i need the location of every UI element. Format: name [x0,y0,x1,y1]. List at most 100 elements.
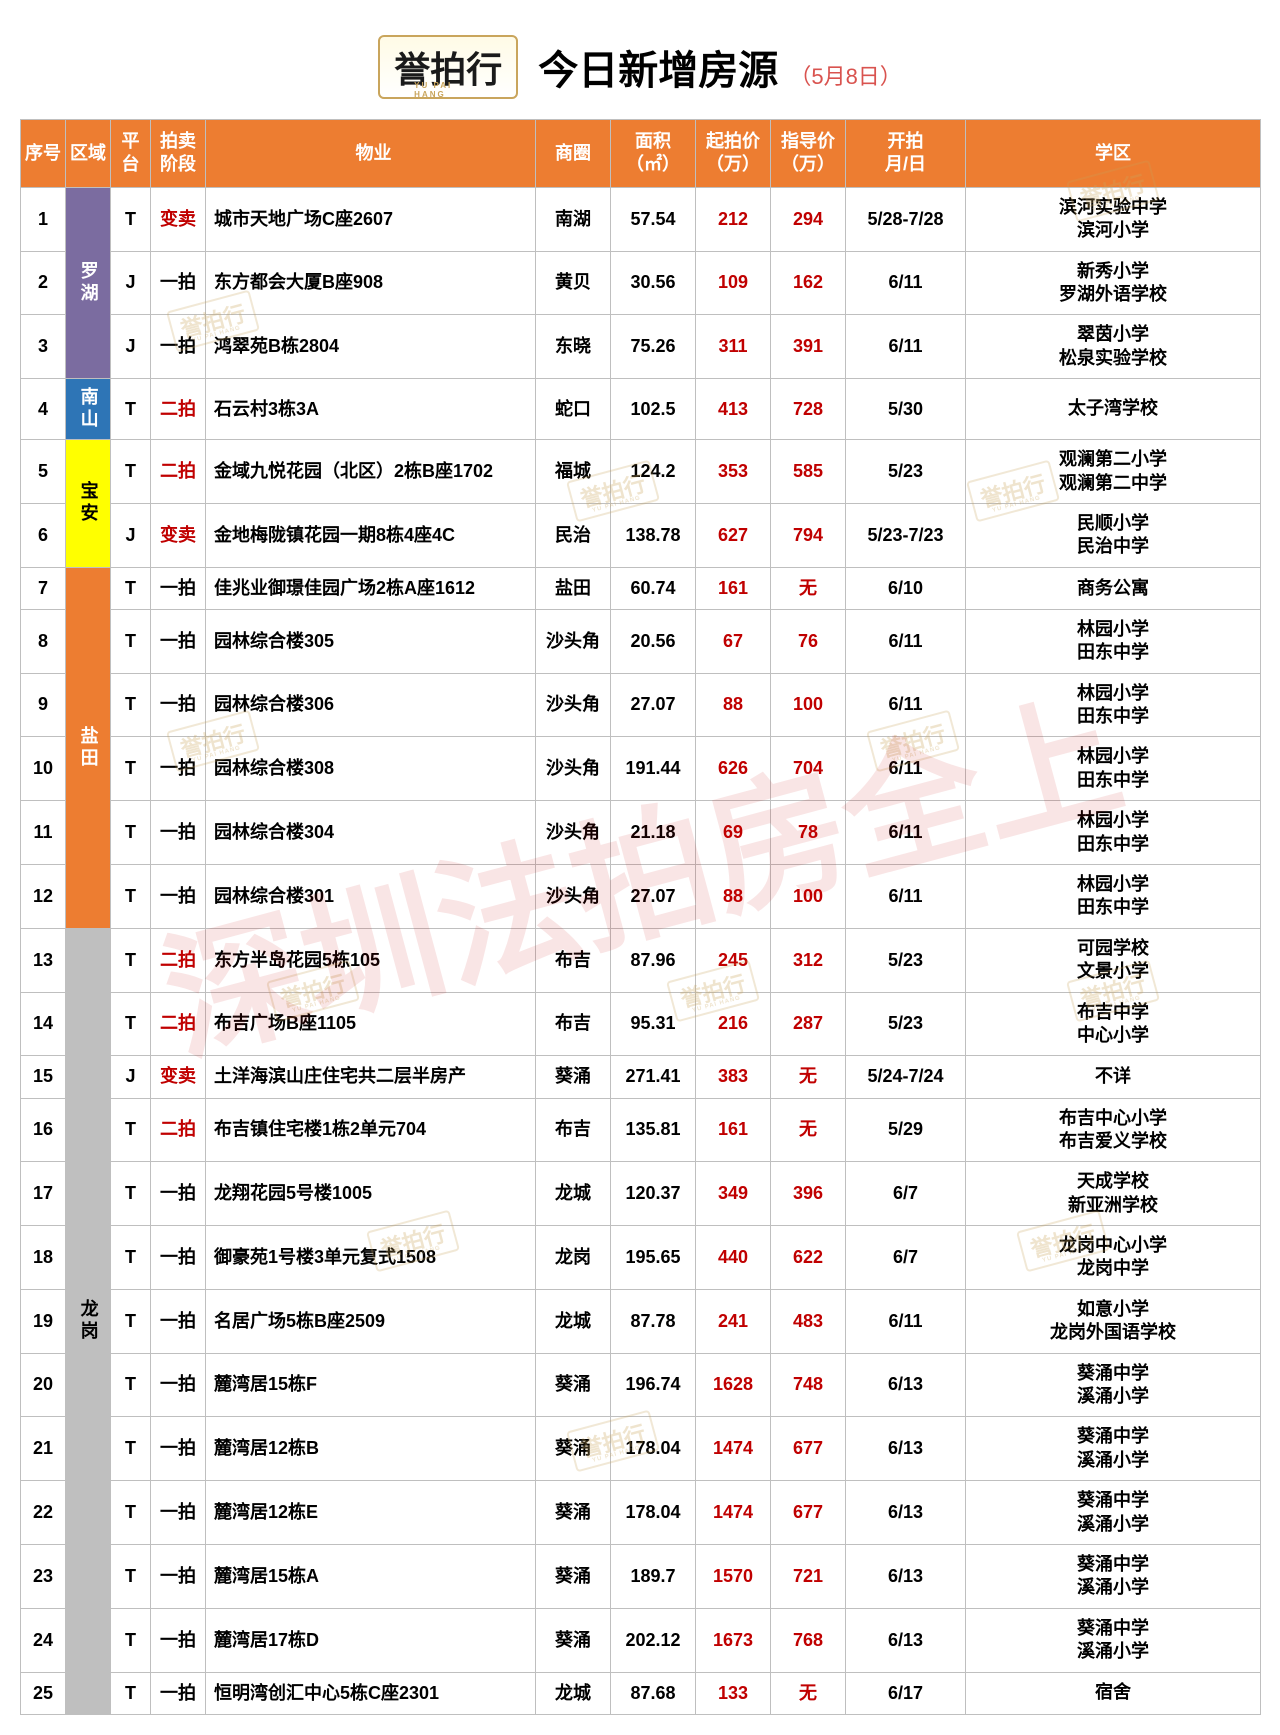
listing-container: 誉拍行 YU PAI HANG 今日新增房源 （5月8日） 序号 区域 平台 拍… [20,20,1260,1715]
cell-stage: 一拍 [151,251,206,315]
cell-area: 20.56 [611,609,696,673]
cell-seq: 23 [21,1545,66,1609]
table-row: 19T一拍名居广场5栋B座2509龙城87.782414836/11如意小学龙岗… [21,1289,1261,1353]
cell-auction-date: 6/13 [846,1608,966,1672]
table-row: 25T一拍恒明湾创汇中心5栋C座2301龙城87.68133无6/17宿舍 [21,1672,1261,1714]
cell-seq: 20 [21,1353,66,1417]
cell-area: 196.74 [611,1353,696,1417]
cell-stage: 一拍 [151,609,206,673]
table-row: 3J一拍鸿翠苑B栋2804东晓75.263113916/11翠茵小学松泉实验学校 [21,315,1261,379]
col-platform: 平台 [111,120,151,188]
cell-guide-price: 768 [771,1608,846,1672]
page-header: 誉拍行 YU PAI HANG 今日新增房源 （5月8日） [20,20,1260,119]
cell-platform: T [111,992,151,1056]
cell-stage: 一拍 [151,567,206,609]
cell-school: 民顺小学民治中学 [966,503,1261,567]
cell-area: 87.78 [611,1289,696,1353]
cell-seq: 8 [21,609,66,673]
cell-seq: 25 [21,1672,66,1714]
table-body: 1罗湖T变卖城市天地广场C座2607南湖57.542122945/28-7/28… [21,187,1261,1714]
cell-area: 271.41 [611,1056,696,1098]
cell-guide-price: 无 [771,1056,846,1098]
cell-biz: 葵涌 [536,1608,611,1672]
cell-school: 葵涌中学溪涌小学 [966,1481,1261,1545]
cell-area: 95.31 [611,992,696,1056]
cell-seq: 24 [21,1608,66,1672]
cell-area: 75.26 [611,315,696,379]
col-date: 开拍月/日 [846,120,966,188]
cell-property: 名居广场5栋B座2509 [206,1289,536,1353]
cell-start-price: 627 [696,503,771,567]
cell-property: 园林综合楼306 [206,673,536,737]
cell-school: 林园小学田东中学 [966,801,1261,865]
cell-stage: 一拍 [151,865,206,929]
table-row: 8T一拍园林综合楼305沙头角20.5667766/11林园小学田东中学 [21,609,1261,673]
cell-platform: T [111,1162,151,1226]
cell-seq: 2 [21,251,66,315]
cell-biz: 龙城 [536,1289,611,1353]
cell-start-price: 1474 [696,1481,771,1545]
cell-start-price: 413 [696,379,771,440]
cell-start-price: 161 [696,1098,771,1162]
cell-auction-date: 6/13 [846,1481,966,1545]
cell-stage: 变卖 [151,1056,206,1098]
table-row: 23T一拍麓湾居15栋A葵涌189.715707216/13葵涌中学溪涌小学 [21,1545,1261,1609]
cell-stage: 一拍 [151,737,206,801]
cell-start-price: 69 [696,801,771,865]
cell-property: 东方都会大厦B座908 [206,251,536,315]
cell-seq: 5 [21,440,66,504]
cell-auction-date: 6/11 [846,1289,966,1353]
cell-stage: 一拍 [151,1481,206,1545]
cell-region: 罗湖 [66,187,111,378]
col-region: 区域 [66,120,111,188]
cell-guide-price: 无 [771,1672,846,1714]
cell-auction-date: 5/24-7/24 [846,1056,966,1098]
listings-table: 序号 区域 平台 拍卖阶段 物业 商圈 面积（㎡） 起拍价（万） 指导价（万） … [20,119,1261,1715]
cell-guide-price: 312 [771,928,846,992]
table-row: 24T一拍麓湾居17栋D葵涌202.1216737686/13葵涌中学溪涌小学 [21,1608,1261,1672]
table-row: 14T二拍布吉广场B座1105布吉95.312162875/23布吉中学中心小学 [21,992,1261,1056]
cell-biz: 葵涌 [536,1481,611,1545]
cell-seq: 17 [21,1162,66,1226]
cell-school: 新秀小学罗湖外语学校 [966,251,1261,315]
cell-area: 189.7 [611,1545,696,1609]
cell-biz: 沙头角 [536,801,611,865]
cell-platform: T [111,1098,151,1162]
cell-start-price: 440 [696,1226,771,1290]
cell-platform: T [111,1417,151,1481]
cell-start-price: 245 [696,928,771,992]
cell-area: 178.04 [611,1417,696,1481]
cell-auction-date: 6/13 [846,1545,966,1609]
page-title: 今日新增房源 （5月8日） [538,38,902,96]
cell-biz: 东晓 [536,315,611,379]
cell-area: 21.18 [611,801,696,865]
cell-biz: 龙岗 [536,1226,611,1290]
brand-logo: 誉拍行 YU PAI HANG [378,35,518,99]
table-row: 16T二拍布吉镇住宅楼1栋2单元704布吉135.81161无5/29布吉中心小… [21,1098,1261,1162]
cell-property: 麓湾居15栋A [206,1545,536,1609]
cell-region: 龙岗 [66,928,111,1714]
cell-start-price: 1474 [696,1417,771,1481]
cell-start-price: 212 [696,187,771,251]
cell-stage: 二拍 [151,1098,206,1162]
cell-platform: T [111,187,151,251]
cell-region: 南山 [66,379,111,440]
cell-guide-price: 483 [771,1289,846,1353]
cell-auction-date: 6/7 [846,1226,966,1290]
cell-school: 龙岗中心小学龙岗中学 [966,1226,1261,1290]
table-row: 21T一拍麓湾居12栋B葵涌178.0414746776/13葵涌中学溪涌小学 [21,1417,1261,1481]
cell-start-price: 88 [696,673,771,737]
cell-seq: 1 [21,187,66,251]
table-row: 22T一拍麓湾居12栋E葵涌178.0414746776/13葵涌中学溪涌小学 [21,1481,1261,1545]
cell-start-price: 133 [696,1672,771,1714]
cell-auction-date: 6/11 [846,801,966,865]
cell-auction-date: 6/11 [846,737,966,801]
cell-platform: J [111,251,151,315]
cell-auction-date: 5/23 [846,440,966,504]
cell-seq: 19 [21,1289,66,1353]
cell-school: 翠茵小学松泉实验学校 [966,315,1261,379]
cell-guide-price: 100 [771,865,846,929]
cell-seq: 10 [21,737,66,801]
table-row: 15J变卖土洋海滨山庄住宅共二层半房产葵涌271.41383无5/24-7/24… [21,1056,1261,1098]
col-property: 物业 [206,120,536,188]
